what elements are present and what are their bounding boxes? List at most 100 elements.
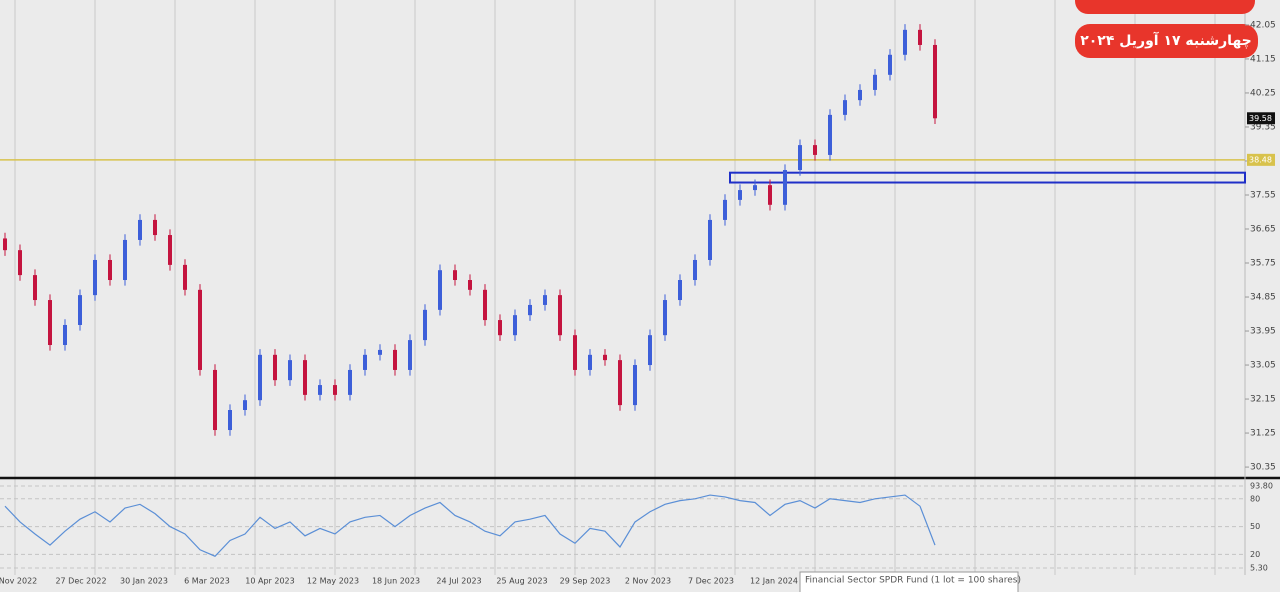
x-tick-label: 29 Sep 2023	[560, 577, 611, 586]
x-tick-label: 18 Jun 2023	[372, 577, 420, 586]
candle-body	[93, 259, 97, 296]
x-tick-label: 2 Nov 2023	[625, 577, 671, 586]
candle-body	[243, 400, 247, 411]
candle-body	[828, 114, 832, 155]
candle-body	[333, 385, 337, 395]
y-tick-label: 34.85	[1250, 293, 1276, 303]
date-badge	[1075, 24, 1258, 58]
y-tick-label: 33.95	[1250, 327, 1276, 337]
candle-body	[18, 250, 22, 276]
candle-body	[78, 295, 82, 325]
y-tick-label: 39.35	[1250, 122, 1276, 132]
x-tick-label: 10 Apr 2023	[245, 577, 294, 586]
candle-body	[633, 365, 637, 406]
y-tick-label: 36.65	[1250, 224, 1276, 234]
x-tick-label: 12 Jan 2024	[750, 577, 798, 586]
candle-body	[288, 360, 292, 381]
candle-body	[678, 280, 682, 301]
candle-body	[183, 264, 187, 290]
candle-body	[378, 349, 382, 355]
candle-body	[933, 44, 937, 119]
x-tick-label: 30 Jan 2023	[120, 577, 168, 586]
y-tick-label: 5.30	[1250, 564, 1268, 573]
candle-body	[258, 354, 262, 401]
y-tick-label: 41.15	[1250, 54, 1276, 64]
candle-body	[603, 354, 607, 361]
candle-body	[843, 100, 847, 115]
candle-body	[528, 304, 532, 316]
tooltip-box	[799, 571, 1019, 592]
x-tick-label: 12 May 2023	[307, 577, 359, 586]
rsi-line	[4, 494, 936, 557]
candle-body	[108, 259, 112, 281]
candle-body	[138, 219, 142, 240]
candle-body	[303, 360, 307, 395]
candle-body	[813, 145, 817, 155]
level-label: 38.48	[1249, 155, 1272, 164]
candle-body	[393, 349, 397, 370]
candle-body	[468, 280, 472, 290]
candle-body	[63, 324, 67, 346]
x-tick-label: 24 Jul 2023	[436, 577, 481, 586]
candle-body	[558, 295, 562, 336]
candle-body	[198, 289, 202, 370]
candle-body	[423, 309, 427, 341]
x-tick-label: 6 Mar 2023	[184, 577, 230, 586]
candle-body	[858, 89, 862, 101]
candle-body	[798, 145, 802, 171]
candle-body	[48, 300, 52, 346]
y-tick-label: 37.55	[1250, 190, 1276, 200]
x-tick-label: 25 Aug 2023	[496, 577, 547, 586]
tooltip-text: Financial Sector SPDR Fund (1 lot = 100 …	[805, 576, 1021, 586]
zone	[729, 171, 1246, 184]
candle-body	[663, 300, 667, 336]
candle-body	[3, 238, 7, 251]
level-label-box	[1247, 153, 1275, 166]
candle-body	[873, 74, 877, 90]
candle-body	[213, 369, 217, 431]
badge-top	[1075, 0, 1255, 14]
last-price-label: 39.58	[1249, 114, 1272, 123]
candle-body	[348, 369, 352, 395]
candle-body	[753, 185, 757, 191]
y-tick-label: 93.80	[1250, 482, 1273, 491]
last-price-box	[1247, 112, 1275, 125]
candle-body	[543, 295, 547, 305]
candle-body	[768, 185, 772, 205]
y-tick-label: 31.25	[1250, 429, 1276, 439]
y-tick-label: 30.35	[1250, 463, 1276, 473]
x-tick-label: 7 Dec 2023	[688, 577, 734, 586]
y-tick-label: 20	[1250, 550, 1260, 559]
candle-body	[723, 199, 727, 220]
candle-body	[318, 385, 322, 395]
candle-body	[483, 289, 487, 321]
candle-body	[903, 29, 907, 55]
x-tick-label: 27 Dec 2022	[55, 577, 106, 586]
candle-body	[408, 340, 412, 370]
candle-body	[168, 235, 172, 265]
candle-body	[738, 190, 742, 200]
candle-body	[918, 29, 922, 45]
candle-body	[123, 239, 127, 281]
date-text: چهارشنبه ۱۷ آوریل ۲۰۲۴	[1080, 31, 1252, 49]
candle-body	[573, 335, 577, 370]
candle-body	[153, 219, 157, 236]
candle-body	[708, 219, 712, 260]
y-tick-label: 50	[1250, 522, 1260, 531]
y-tick-label: 35.75	[1250, 259, 1276, 269]
candle-body	[513, 315, 517, 336]
candle-body	[618, 360, 622, 406]
y-tick-label: 33.05	[1250, 361, 1276, 371]
candle-body	[588, 354, 592, 370]
y-tick-label: 80	[1250, 494, 1260, 503]
candle-body	[648, 335, 652, 366]
candle-body	[693, 259, 697, 281]
y-tick-label: 42.05	[1250, 20, 1276, 30]
candle-body	[783, 170, 787, 205]
candle-body	[363, 354, 367, 370]
candle-body	[438, 270, 442, 310]
candle-body	[498, 320, 502, 336]
candle-body	[228, 410, 232, 431]
